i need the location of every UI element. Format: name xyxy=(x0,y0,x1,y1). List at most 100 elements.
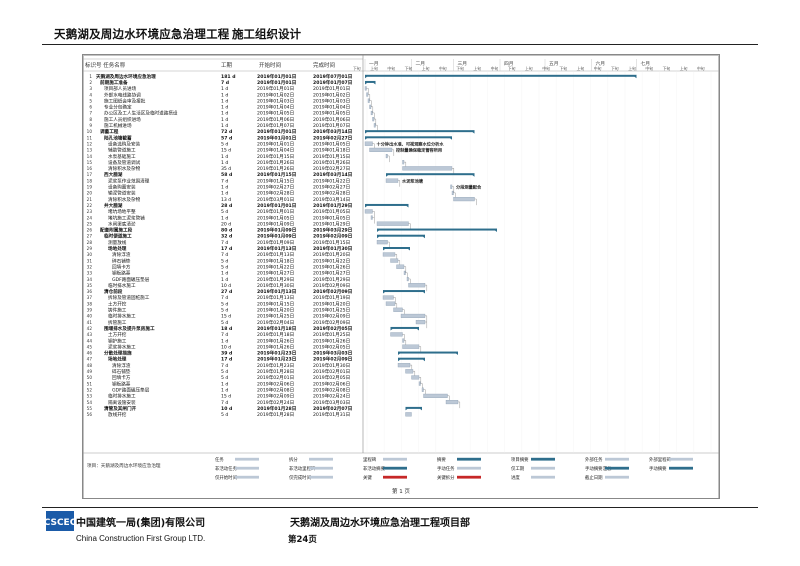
task-bar xyxy=(385,154,388,159)
task-duration: 7 d xyxy=(221,252,228,258)
bar-annotation: 水泥浆池塘 xyxy=(402,177,424,184)
col-start-header: 开始时间 xyxy=(259,61,281,69)
dependency-link xyxy=(420,383,423,390)
task-name: 井大腊湖 xyxy=(104,202,123,209)
task-finish: 2019年02月01日 xyxy=(313,368,350,375)
dependency-link xyxy=(413,371,415,378)
gantt-chart: 标识号 任务名称 工期 开始时间 完成时间 一月 二月 三月 四月 五月 六月 七月 下旬 上旬… xyxy=(82,54,720,499)
task-row: 44 钢护施工 1 d 2019年01月26日 2019年01月26日 xyxy=(87,337,406,347)
task-bar xyxy=(408,283,426,288)
legend-item-label: 截止日期 xyxy=(585,474,603,481)
task-finish: 2019年02月09日 xyxy=(313,313,350,320)
task-bar xyxy=(445,399,459,405)
task-finish: 2019年01月29日 xyxy=(313,220,350,227)
legend-item-label: 关键拆分 xyxy=(437,474,455,481)
task-finish: 2019年02月08日 xyxy=(313,386,350,393)
task-duration: 1 d xyxy=(221,86,228,92)
task-bar xyxy=(403,270,406,275)
task-start: 2019年01月28日 xyxy=(257,368,294,375)
task-finish: 2019年01月30日 xyxy=(313,362,350,369)
task-id: 55 xyxy=(87,406,93,411)
task-row: 38 土方开挖 5 d 2019年01月15日 2019年01月20日 xyxy=(87,300,397,310)
legend-swatch xyxy=(235,466,259,470)
task-duration: 1 d xyxy=(221,381,228,387)
task-duration: 20 d xyxy=(221,221,231,227)
task-id: 48 xyxy=(87,363,93,368)
task-bar xyxy=(400,313,426,318)
task-finish: 2019年01月07日 xyxy=(313,79,352,86)
task-finish: 2019年03月14日 xyxy=(313,171,352,178)
summary-bar xyxy=(398,357,425,360)
dependency-link xyxy=(452,186,454,193)
summary-bar-left-cap xyxy=(390,326,393,331)
legend-swatch xyxy=(605,475,629,479)
subperiod-label: 中旬 xyxy=(542,66,550,71)
dependency-link xyxy=(368,94,370,101)
task-start: 2019年01月20日 xyxy=(257,307,294,314)
task-id: 19 xyxy=(87,185,93,190)
task-start: 2019年01月01日 xyxy=(257,134,296,141)
task-finish: 2019年07月01日 xyxy=(313,73,352,80)
task-row: 27 临时便道施工 32 d 2019年01月09日 2019年02月09日 xyxy=(87,233,425,240)
task-start: 2019年01月15日 xyxy=(257,177,294,184)
task-id: 3 xyxy=(89,86,92,91)
dependency-link xyxy=(372,217,375,224)
task-id: 32 xyxy=(87,264,93,269)
task-finish: 2019年02月28日 xyxy=(313,190,350,197)
task-start: 2019年01月01日 xyxy=(257,202,296,209)
task-id: 2 xyxy=(89,80,92,85)
task-finish: 2019年02月06日 xyxy=(313,380,350,387)
dependency-link xyxy=(372,112,375,120)
legend-project-label: 项目：天鹅湖及周边水环境应急治理 xyxy=(87,462,161,469)
subperiod-label: 中旬 xyxy=(594,66,602,71)
task-duration: 1 d xyxy=(221,92,228,98)
task-finish: 2019年01月01日 xyxy=(313,85,350,92)
summary-bar-left-cap xyxy=(398,357,400,362)
dependency-link xyxy=(458,401,460,409)
task-row: 34 GDF路面碾压垫层 1 d 2019年01月29日 2019年01月29日 xyxy=(87,276,411,286)
dependency-link xyxy=(398,260,400,267)
task-row: 42 围堰排水及提升泵房施工 18 d 2019年01月18日 2019年02月05日 xyxy=(87,325,419,332)
legend-item-label: 仅完成时间 xyxy=(289,474,311,481)
legend-swatch xyxy=(309,466,333,470)
task-row: 43 土方开挖 7 d 2019年01月18日 2019年01月25日 xyxy=(87,331,405,341)
task-finish: 2019年01月29日 xyxy=(313,202,352,209)
task-id: 20 xyxy=(87,191,93,196)
dependency-link xyxy=(395,303,397,310)
task-start: 2019年01月01日 xyxy=(257,208,294,215)
task-finish: 2019年02月05日 xyxy=(313,325,352,332)
task-start: 2019年01月13日 xyxy=(257,294,294,301)
task-row: 1 天鹅湖及周边水环境应急治理 181 d 2019年01月01日 2019年07月01… xyxy=(89,73,637,80)
task-start: 2019年01月01日 xyxy=(257,128,296,135)
task-start: 2019年01月03日 xyxy=(257,97,294,104)
legend-item-label: 手动摘要汇总 xyxy=(585,465,612,472)
month-label: 三月 xyxy=(458,61,468,67)
task-row: 8 施工人员组织进场 1 d 2019年01月06日 2019年01月06日 xyxy=(89,116,376,126)
task-finish: 2019年02月09日 xyxy=(313,233,352,240)
task-id: 6 xyxy=(89,105,92,110)
task-bar xyxy=(397,363,411,368)
task-duration: 7 d xyxy=(221,295,228,301)
summary-bar xyxy=(405,406,422,409)
task-name: 办公区及工人生活区及临时道路搭设 xyxy=(104,110,178,117)
task-start: 2019年01月01日 xyxy=(257,85,294,92)
subperiod-label: 中旬 xyxy=(645,66,653,71)
task-finish: 2019年01月26日 xyxy=(313,337,350,344)
task-name: 清除浮渣 xyxy=(112,251,131,258)
task-id: 29 xyxy=(87,246,93,251)
task-name: 临时排水施工 xyxy=(108,282,136,289)
task-finish: 2019年01月25日 xyxy=(313,307,350,314)
task-start: 2019年01月04日 xyxy=(257,104,294,111)
summary-bar xyxy=(365,136,452,139)
summary-bar xyxy=(383,290,425,293)
legend-item-label: 仅开始时间 xyxy=(215,474,237,481)
legend-item-label: 项目摘要 xyxy=(511,456,529,463)
task-duration: 1 d xyxy=(221,185,228,191)
task-id: 47 xyxy=(87,357,93,362)
footer-rule xyxy=(42,507,758,508)
task-name: 泥浆泵作业范围清理 xyxy=(108,177,150,184)
summary-bar-right-cap xyxy=(408,247,410,251)
task-start: 2019年02月06日 xyxy=(257,380,294,387)
task-id: 33 xyxy=(87,271,93,276)
